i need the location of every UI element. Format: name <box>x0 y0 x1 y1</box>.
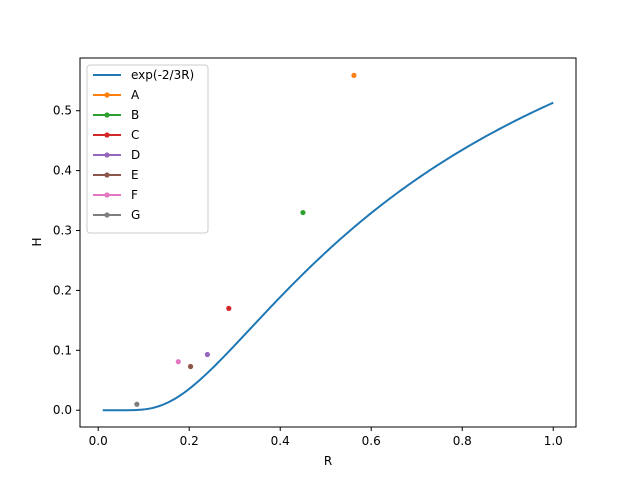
series-line-curve <box>102 101 554 412</box>
plot-area <box>102 72 554 412</box>
axes-frame <box>79 57 577 428</box>
x-axis-label: R <box>324 454 332 468</box>
legend-box <box>86 64 209 234</box>
y-tick-label: 0.1 <box>53 343 72 357</box>
legend-marker-c <box>104 132 110 138</box>
legend-label-g: G <box>131 208 140 222</box>
y-tick-label: 0.5 <box>53 104 72 118</box>
legend-label-b: B <box>131 108 139 122</box>
legend-marker-f <box>104 192 110 198</box>
y-tick-label: 0.3 <box>53 224 72 238</box>
legend-label-e: E <box>131 168 139 182</box>
y-tick-label: 0.2 <box>53 283 72 297</box>
data-point-d <box>204 351 211 358</box>
legend-label-c: C <box>131 128 139 142</box>
legend-marker-e <box>104 172 110 178</box>
data-point-a <box>351 72 357 78</box>
legend-marker-g <box>104 212 110 218</box>
legend-marker-a <box>104 92 110 98</box>
data-point-e <box>187 363 194 370</box>
data-point-b <box>300 209 306 216</box>
y-tick-label: 0.4 <box>53 164 72 178</box>
x-tick-label: 0.0 <box>89 434 108 448</box>
axes: 0.0 0.2 0.4 0.6 0.8 1.0 0.0 0.1 0.2 0.3 0.4 0.5 <box>53 57 577 448</box>
x-tick-label: 1.0 <box>544 434 563 448</box>
legend-marker-d <box>104 152 110 158</box>
legend-label-curve: exp(-2/3R) <box>131 68 194 82</box>
y-tick-label: 0.0 <box>53 403 72 417</box>
data-point-c <box>226 305 232 311</box>
legend-label-f: F <box>131 188 138 202</box>
x-tick-label: 0.4 <box>271 434 290 448</box>
x-tick-label: 0.2 <box>180 434 199 448</box>
legend-label-a: A <box>131 88 140 102</box>
x-tick-label: 0.8 <box>453 434 472 448</box>
y-axis-label: H <box>30 237 44 246</box>
x-tick-label: 0.6 <box>362 434 381 448</box>
data-point-g <box>134 401 140 407</box>
legend-marker-b <box>104 112 110 118</box>
legend-label-d: D <box>131 148 140 162</box>
data-point-f <box>175 359 181 365</box>
